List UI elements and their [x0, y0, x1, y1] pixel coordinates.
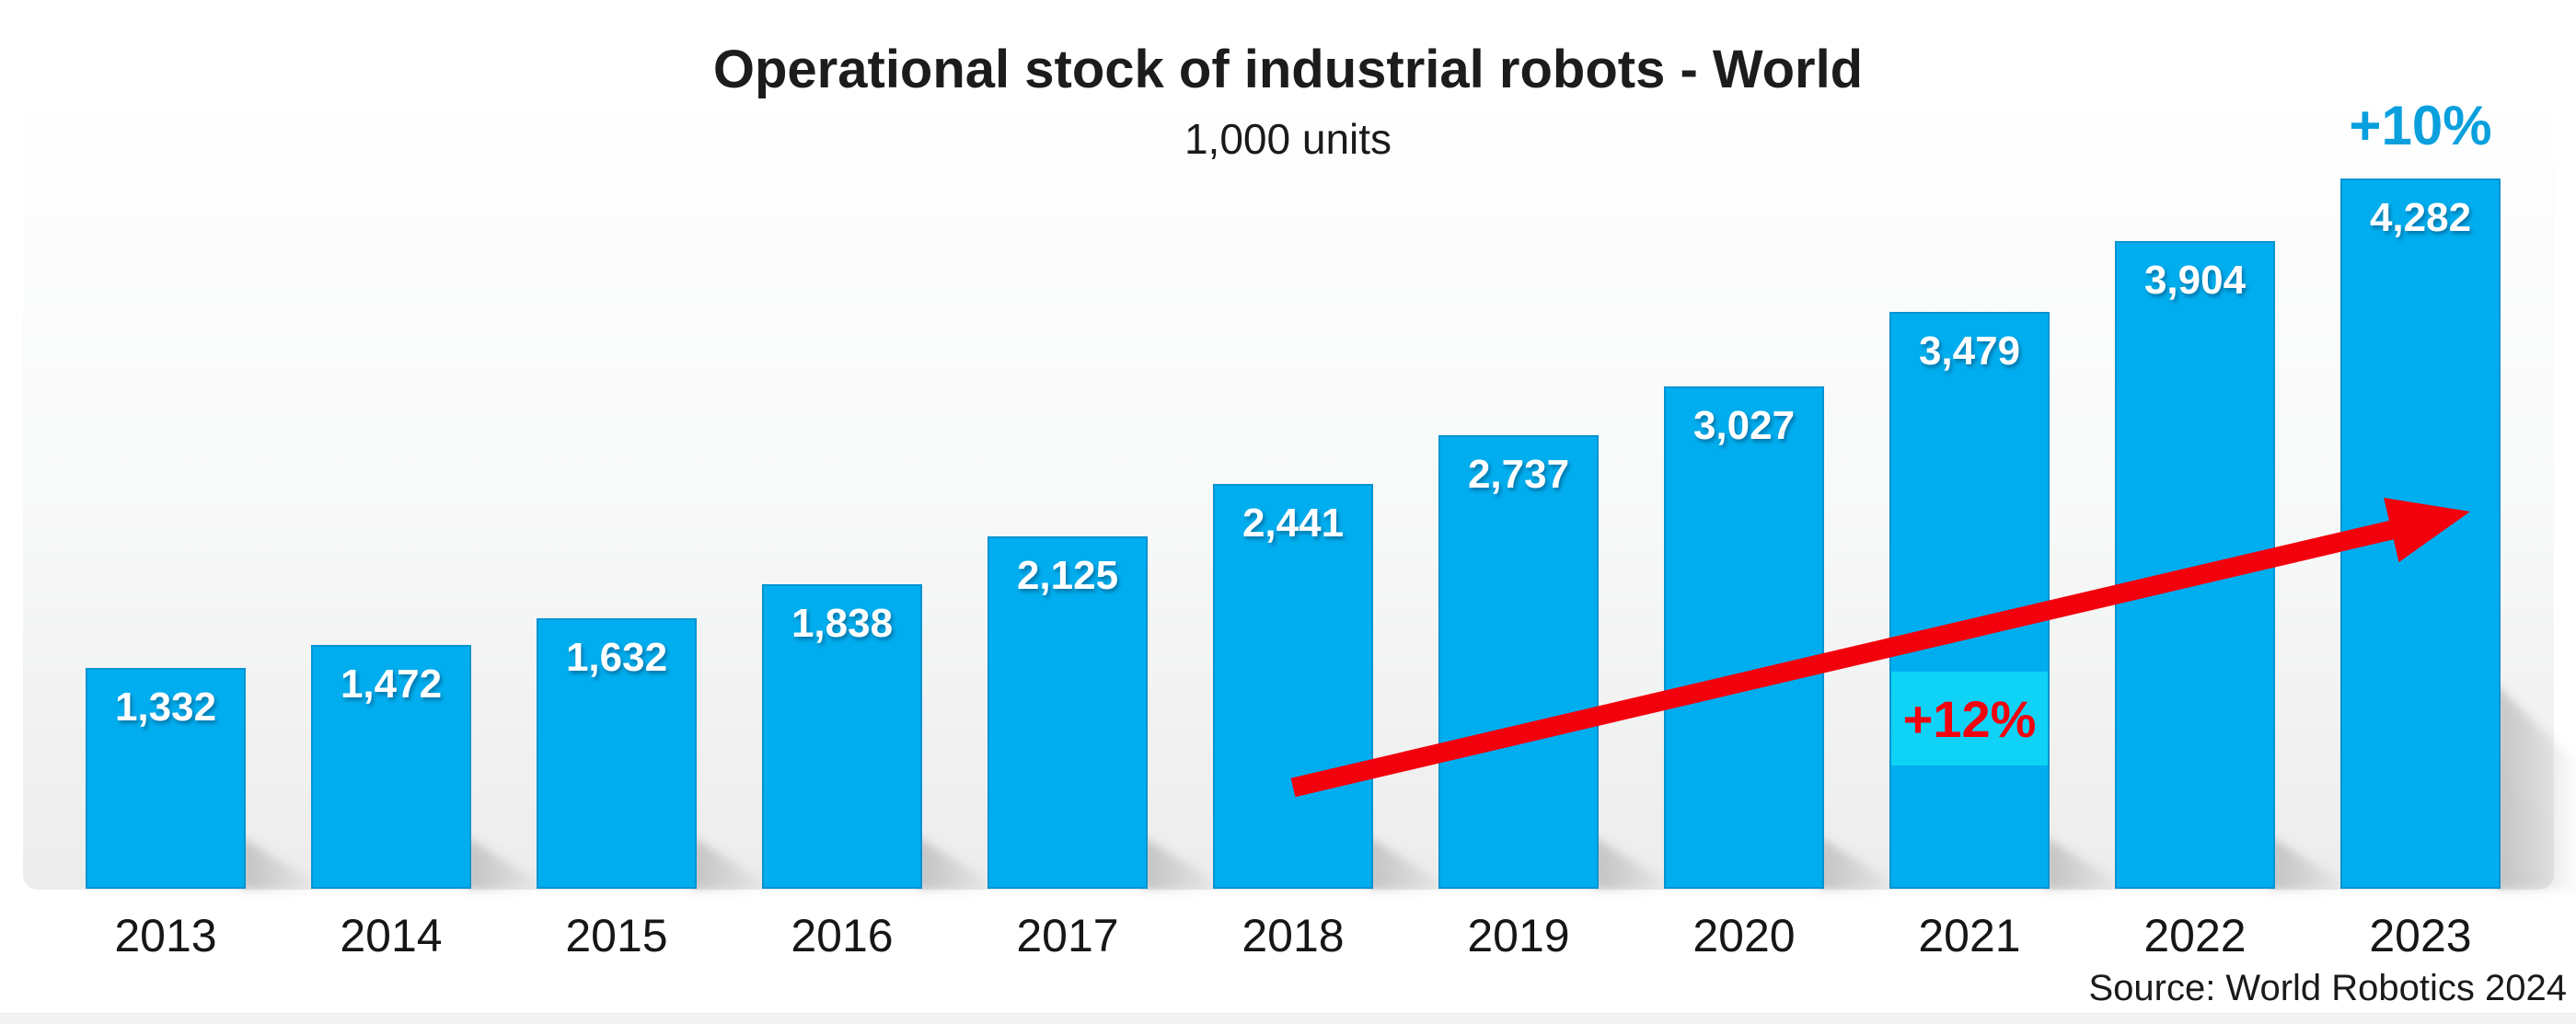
bar-2017: 2,125: [988, 536, 1148, 889]
bar-2020: 3,027: [1664, 386, 1824, 889]
x-axis-label-2023: 2023: [2369, 910, 2472, 961]
source-note: Source: World Robotics 2024: [2088, 968, 2567, 1008]
bar-value-label-2013: 1,332: [114, 685, 217, 730]
x-axis-label-2013: 2013: [114, 910, 217, 961]
x-axis-label-2021: 2021: [1918, 910, 2021, 961]
x-axis-label-2015: 2015: [565, 910, 668, 961]
x-axis-label-2017: 2017: [1016, 910, 1119, 961]
bar-value-label-2014: 1,472: [340, 662, 443, 707]
x-axis-label-2016: 2016: [791, 910, 894, 961]
bar-value-label-2021: 3,479: [1918, 328, 2021, 374]
chart-subtitle-units: 1,000 units: [1184, 115, 1392, 163]
bar-value-label-2017: 2,125: [1016, 553, 1119, 598]
bar-value-label-2015: 1,632: [565, 635, 668, 680]
bar-2018: 2,441: [1213, 484, 1373, 889]
bar-2015: 1,632: [537, 618, 697, 889]
bar-2016: 1,838: [762, 584, 922, 889]
bar-2023: 4,282: [2340, 178, 2501, 889]
bar-2022: 3,904: [2115, 241, 2275, 889]
bar-value-label-2018: 2,441: [1242, 500, 1345, 546]
bar-value-label-2016: 1,838: [791, 601, 894, 646]
bar-value-label-2022: 3,904: [2143, 258, 2247, 303]
x-axis-label-2020: 2020: [1692, 910, 1796, 961]
growth-highlight-2021: +12%: [1891, 672, 2048, 765]
growth-label-2023: +10%: [2349, 95, 2492, 156]
chart-title: Operational stock of industrial robots -…: [712, 40, 1864, 99]
x-axis-label-2022: 2022: [2143, 910, 2247, 961]
bar-value-label-2020: 3,027: [1692, 403, 1796, 448]
x-axis-label-2019: 2019: [1467, 910, 1570, 961]
bar-value-label-2023: 4,282: [2369, 195, 2472, 240]
bar-2021: 3,479: [1889, 312, 2050, 889]
x-axis-label-2018: 2018: [1242, 910, 1345, 961]
bottom-edge-strip: [0, 1013, 2576, 1024]
bar-2014: 1,472: [311, 645, 471, 889]
bar-2013: 1,332: [86, 668, 246, 889]
bar-2019: 2,737: [1438, 435, 1599, 889]
bar-value-label-2019: 2,737: [1467, 452, 1570, 497]
x-axis-label-2014: 2014: [340, 910, 443, 961]
